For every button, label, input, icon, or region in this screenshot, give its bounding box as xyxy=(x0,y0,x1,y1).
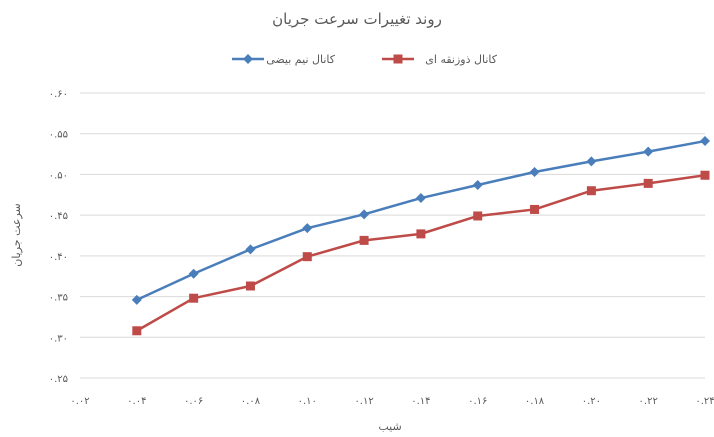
y-tick-label: ۰.۳۵ xyxy=(49,293,68,304)
legend-label: کانال ذوزنقه ای xyxy=(425,53,497,66)
data-point xyxy=(189,294,198,303)
series-1 xyxy=(132,136,710,305)
legend-marker xyxy=(243,54,253,64)
x-tick-label: ۰.۱۶ xyxy=(468,396,487,407)
x-tick-label: ۰.۱۴ xyxy=(411,396,430,407)
x-tick-label: ۰.۰۸ xyxy=(241,396,261,407)
data-point xyxy=(530,167,540,177)
data-point xyxy=(189,269,199,279)
data-point xyxy=(132,326,141,335)
data-point xyxy=(416,229,425,238)
x-tick-label: ۰.۰۴ xyxy=(127,396,146,407)
data-point xyxy=(302,223,312,233)
x-tick-label: ۰.۰۲ xyxy=(70,396,89,407)
series-group xyxy=(132,136,710,335)
legend-item: کانال ذوزنقه ای xyxy=(382,53,498,66)
x-axis-ticks: ۰.۰۲ ۰.۰۴ ۰.۰۶ ۰.۰۸ ۰.۱۰ ۰.۱۲ ۰.۱۴ ۰.۱۶ ۰.۱۸ ۰.۲۰… xyxy=(70,396,714,407)
data-point xyxy=(303,252,312,261)
x-tick-label: ۰.۲۴ xyxy=(695,396,714,407)
data-point xyxy=(360,236,369,245)
y-tick-label: ۰.۵۵ xyxy=(49,130,68,141)
data-point xyxy=(530,205,539,214)
gridlines xyxy=(80,93,705,378)
y-tick-label: ۰.۵۰ xyxy=(49,170,68,181)
data-point xyxy=(700,136,710,146)
x-tick-label: ۰.۱۰ xyxy=(298,396,317,407)
y-tick-label: ۰.۶۰ xyxy=(49,89,68,100)
x-tick-label: ۰.۱۸ xyxy=(525,396,545,407)
x-tick-label: ۰.۲۰ xyxy=(582,396,601,407)
data-point xyxy=(586,156,596,166)
data-point xyxy=(473,180,483,190)
chart-title: روند تغییرات سرعت جریان xyxy=(272,10,442,28)
x-axis-label: شیب xyxy=(378,420,401,433)
data-point xyxy=(359,209,369,219)
y-axis-ticks: ۰.۲۵ ۰.۳۰ ۰.۳۵ ۰.۴۰ ۰.۴۵ ۰.۵۰ ۰.۵۵ ۰.۶۰ xyxy=(49,89,68,385)
y-tick-label: ۰.۳۰ xyxy=(49,333,68,344)
data-point xyxy=(245,244,255,254)
y-tick-label: ۰.۲۵ xyxy=(49,374,68,385)
x-tick-label: ۰.۱۲ xyxy=(354,396,373,407)
legend: کانال نیم بیضی کانال ذوزنقه ای xyxy=(232,53,498,66)
data-point xyxy=(246,281,255,290)
data-point xyxy=(644,179,653,188)
data-point xyxy=(587,186,596,195)
data-point xyxy=(643,147,653,157)
y-tick-label: ۰.۴۵ xyxy=(49,211,68,222)
legend-label: کانال نیم بیضی xyxy=(266,53,336,66)
x-tick-label: ۰.۲۲ xyxy=(639,396,658,407)
x-tick-label: ۰.۰۶ xyxy=(184,396,203,407)
y-tick-label: ۰.۴۰ xyxy=(49,252,68,263)
legend-item: کانال نیم بیضی xyxy=(232,53,336,66)
legend-marker xyxy=(394,55,403,64)
data-point xyxy=(473,211,482,220)
y-axis-label: سرعت جریان xyxy=(10,203,23,267)
series-line xyxy=(137,141,705,300)
data-point xyxy=(416,193,426,203)
data-point xyxy=(701,171,710,180)
